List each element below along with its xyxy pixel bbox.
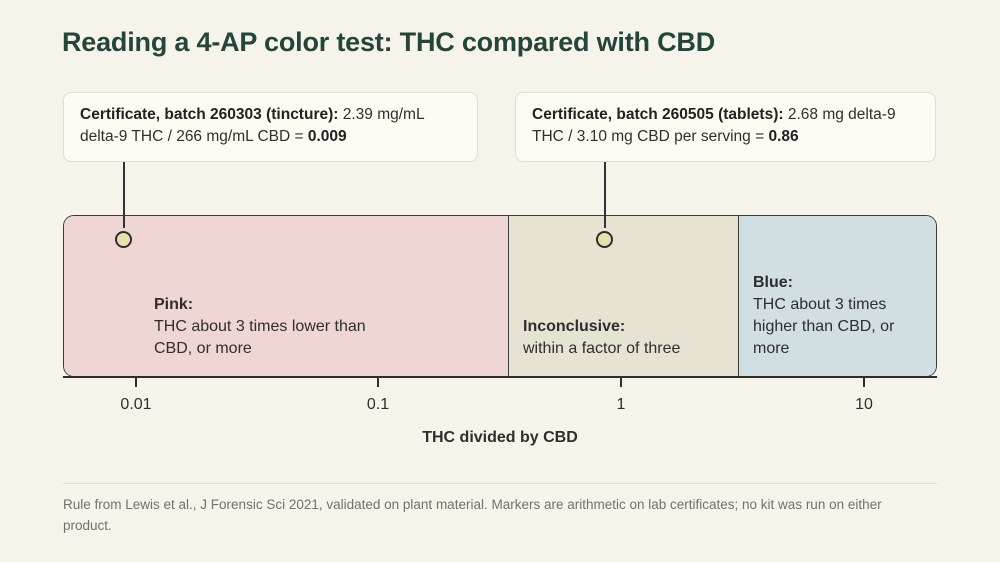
callout-tincture-lead: Certificate, batch 260303 (tincture): — [80, 106, 339, 123]
axis-tick — [620, 378, 622, 387]
axis-tick-label: 10 — [855, 396, 873, 413]
zone-inconclusive-label: Inconclusive: within a factor of three — [523, 316, 733, 360]
axis-tick-label: 0.01 — [120, 396, 152, 413]
zone-blue: Blue: THC about 3 times higher than CBD,… — [738, 216, 936, 376]
axis-tick-label: 0.1 — [366, 396, 390, 413]
callout-tablets: Certificate, batch 260505 (tablets): 2.6… — [515, 92, 936, 162]
page-title: Reading a 4-AP color test: THC compared … — [62, 27, 715, 57]
zone-inconclusive-head: Inconclusive: — [523, 318, 626, 335]
zone-blue-head: Blue: — [753, 274, 793, 291]
axis-tick — [863, 378, 865, 387]
zone-inconclusive-desc: within a factor of three — [523, 340, 681, 357]
zone-pink-desc: THC about 3 times lower than CBD, or mor… — [154, 318, 366, 357]
ratio-band: Pink: THC about 3 times lower than CBD, … — [63, 215, 937, 377]
leader-line-tincture — [123, 162, 125, 228]
axis-tick-label: 1 — [616, 396, 626, 413]
callout-tincture-result: 0.009 — [307, 128, 347, 145]
callout-tablets-result: 0.86 — [768, 128, 799, 145]
zone-blue-desc: THC about 3 times higher than CBD, or mo… — [753, 296, 895, 357]
callout-tincture-text: 2.39 mg/mL delta-9 THC / 266 mg/mL CBD = — [80, 106, 424, 145]
marker-tablets — [596, 231, 613, 248]
footer-divider — [63, 483, 937, 484]
callout-tablets-text: 2.68 mg delta-9 THC / 3.10 mg CBD per se… — [532, 106, 896, 145]
callout-tincture: Certificate, batch 260303 (tincture): 2.… — [63, 92, 478, 162]
zone-inconclusive: Inconclusive: within a factor of three — [508, 216, 738, 376]
zone-blue-label: Blue: THC about 3 times higher than CBD,… — [753, 272, 903, 360]
x-axis-line — [63, 376, 937, 378]
axis-tick — [377, 378, 379, 387]
footnote: Rule from Lewis et al., J Forensic Sci 2… — [63, 497, 882, 533]
x-axis-title: THC divided by CBD — [422, 429, 578, 446]
zone-pink-head: Pink: — [154, 296, 194, 313]
axis-tick — [135, 378, 137, 387]
marker-tincture — [115, 231, 132, 248]
callout-tablets-lead: Certificate, batch 260505 (tablets): — [532, 106, 784, 123]
leader-line-tablets — [604, 162, 606, 228]
zone-pink-label: Pink: THC about 3 times lower than CBD, … — [154, 294, 384, 360]
zone-pink: Pink: THC about 3 times lower than CBD, … — [64, 216, 508, 376]
